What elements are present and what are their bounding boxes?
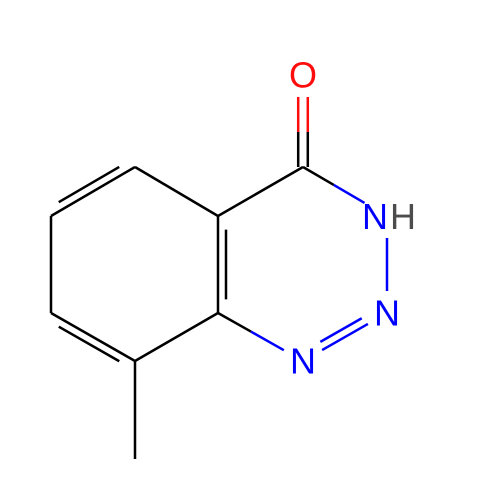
atom-N3: NH xyxy=(362,196,416,237)
atom-O: O xyxy=(289,55,317,96)
atom-N1: N xyxy=(290,341,316,382)
atom-N2: N xyxy=(374,293,400,334)
molecule-diagram: O NH N N xyxy=(0,0,500,500)
